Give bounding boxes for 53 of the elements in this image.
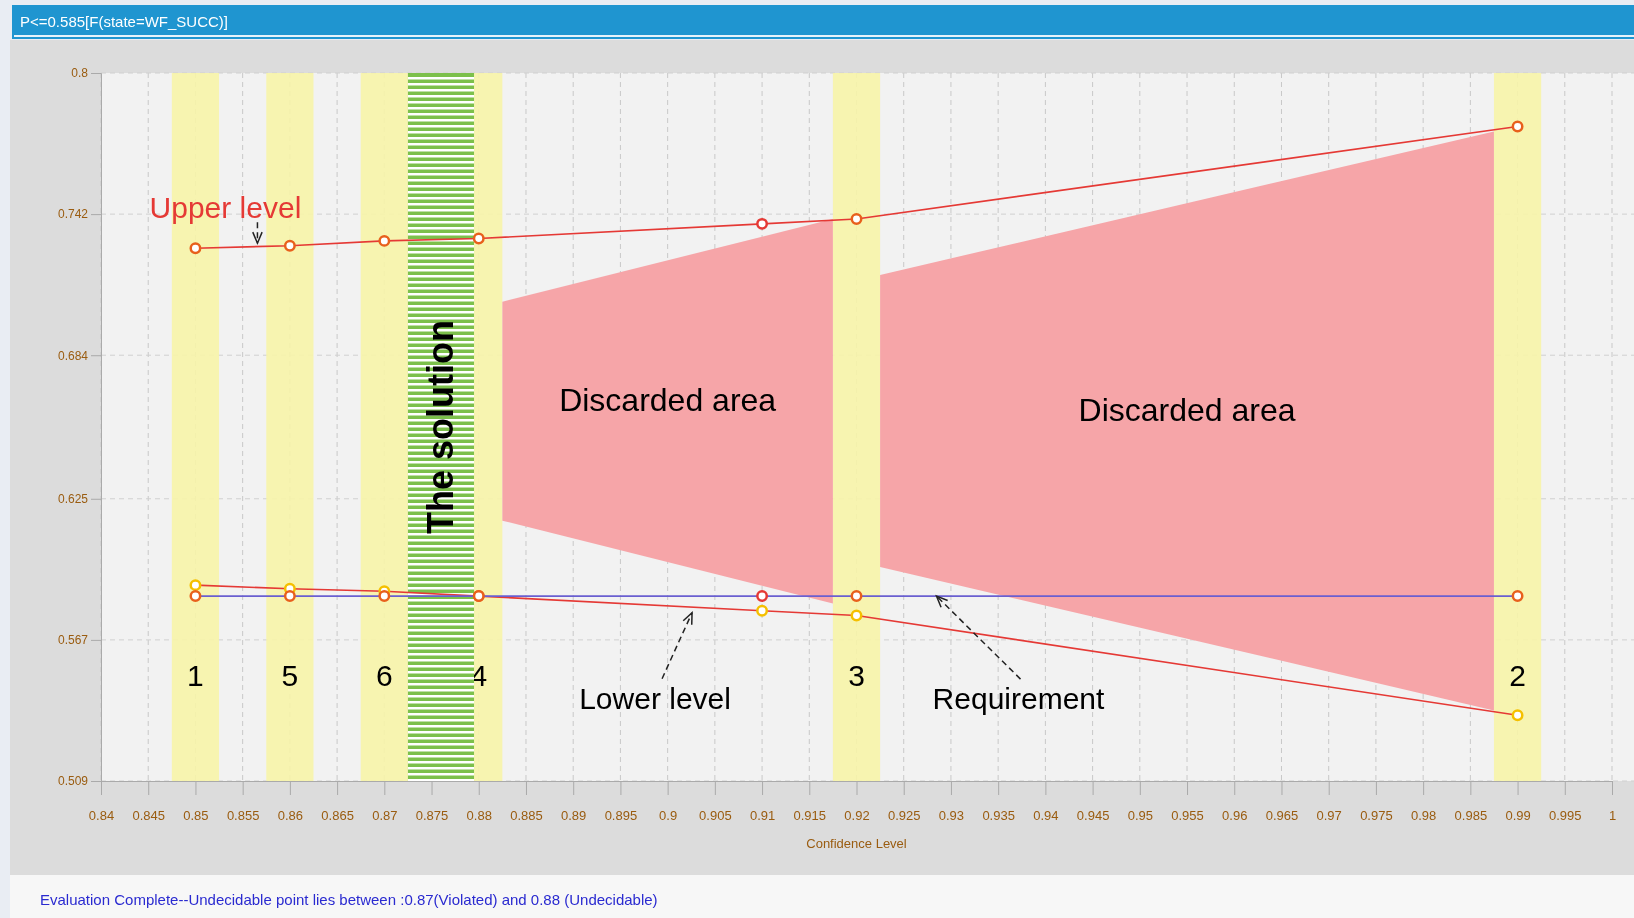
x-tick-label: 0.86 [277,808,304,824]
y-tick-label: 0.742 [57,207,89,222]
band-label: 2 [1509,659,1526,692]
x-tick-label: 0.91 [749,808,776,824]
x-tick-label: 0.88 [466,808,492,824]
x-tick-label: 0.895 [604,808,638,824]
y-tick-label: 0.684 [57,348,89,363]
x-tick-label: 0.95 [1127,808,1153,824]
x-tick-label: 0.9 [659,808,678,824]
x-axis-title: Confidence Level [806,836,907,851]
series-label: Discarded area [559,382,777,419]
x-tick-label: 0.905 [699,808,732,824]
x-tick-label: 0.865 [321,808,354,824]
text: Lower level [579,681,731,715]
band-label: The solution [419,320,461,534]
x-tick-label: 0.94 [1033,808,1059,824]
x-tick-label: 1 [1608,808,1617,824]
x-tick-label: 0.92 [844,808,870,824]
x-tick-label: 0.84 [88,808,115,824]
x-tick-label: 0.885 [510,808,543,824]
x-tick-label: 0.93 [938,808,965,824]
x-tick-label: 0.955 [1171,808,1204,824]
y-tick-label: 0.625 [57,492,89,507]
x-tick-label: 0.915 [793,808,827,824]
x-tick-label: 0.96 [1222,808,1248,824]
y-tick-label: 0.8 [71,66,89,81]
y-tick-label: 0.567 [57,633,89,648]
chart-title: P<=0.585[F(state=WF_SUCC)] [20,13,228,30]
band-label: 6 [375,659,393,692]
x-tick-label: 0.99 [1505,808,1531,824]
band-label: 3 [848,659,865,692]
x-tick-label: 0.995 [1549,808,1582,824]
series-label: Upper level [149,191,302,225]
text: Requirement [932,682,1106,716]
series-label: Discarded area [1078,391,1296,428]
x-tick-label: 0.985 [1454,808,1488,824]
band-label: 5 [281,659,299,692]
x-tick-label: 0.945 [1076,808,1110,824]
text: Evaluation Complete--Undecidable point lies between :0.87(Violated) and 0.88 (Undecidable) [40,891,658,908]
x-tick-label: 0.875 [415,808,449,824]
x-tick-label: 0.97 [1316,808,1342,824]
y-tick-label: 0.509 [57,774,89,789]
x-tick-label: 0.845 [132,808,165,824]
x-tick-label: 0.965 [1265,808,1299,824]
x-tick-label: 0.89 [561,808,587,824]
x-tick-label: 0.925 [887,808,921,824]
band-label: 1 [187,659,204,692]
x-tick-label: 0.98 [1410,808,1437,824]
x-tick-label: 0.855 [226,808,260,824]
x-tick-label: 0.87 [372,808,398,824]
x-tick-label: 0.935 [982,808,1015,824]
x-tick-label: 0.975 [1360,808,1393,824]
x-tick-label: 0.85 [183,808,209,824]
